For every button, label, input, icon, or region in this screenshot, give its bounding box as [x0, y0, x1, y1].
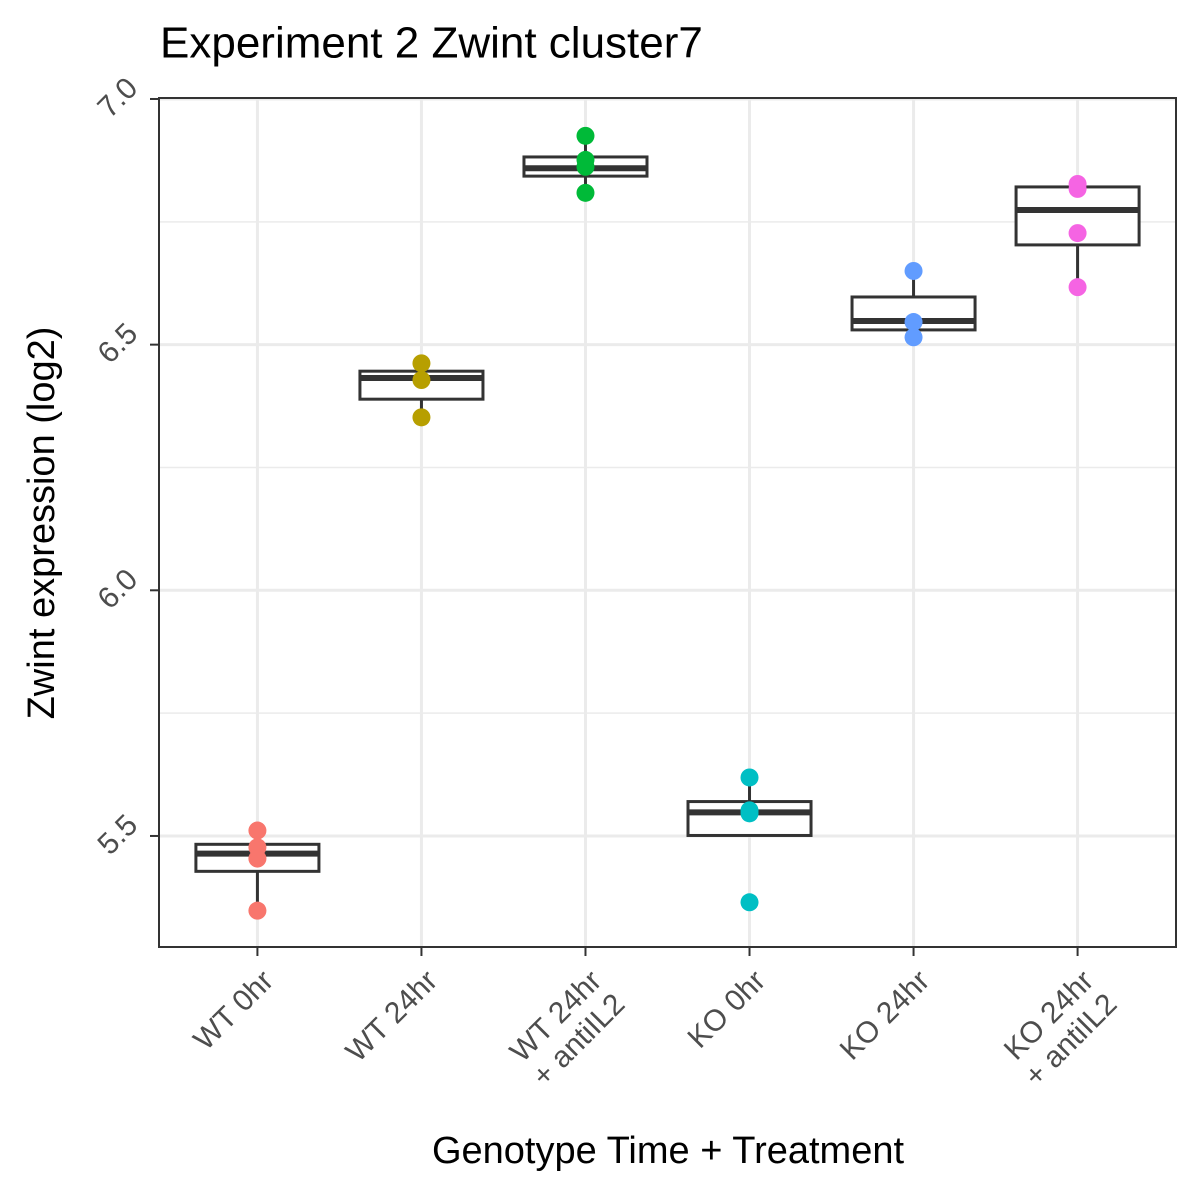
plot-border	[158, 97, 1177, 948]
point	[576, 183, 595, 202]
point	[412, 354, 431, 373]
point	[412, 371, 431, 390]
point	[1068, 224, 1087, 243]
chart-title: Experiment 2 Zwint cluster7	[160, 19, 703, 68]
point	[904, 328, 923, 347]
point	[412, 408, 431, 427]
point	[904, 313, 923, 332]
point	[1068, 179, 1087, 198]
point	[740, 804, 759, 823]
point	[740, 768, 759, 787]
y-axis-title: Zwint expression (log2)	[21, 327, 63, 720]
point	[904, 261, 923, 280]
x-axis-title: Genotype Time + Treatment	[432, 1130, 905, 1172]
point	[248, 821, 267, 840]
point	[576, 157, 595, 176]
point	[248, 901, 267, 920]
point	[248, 849, 267, 868]
point	[740, 893, 759, 912]
point	[576, 126, 595, 145]
point	[1068, 278, 1087, 297]
